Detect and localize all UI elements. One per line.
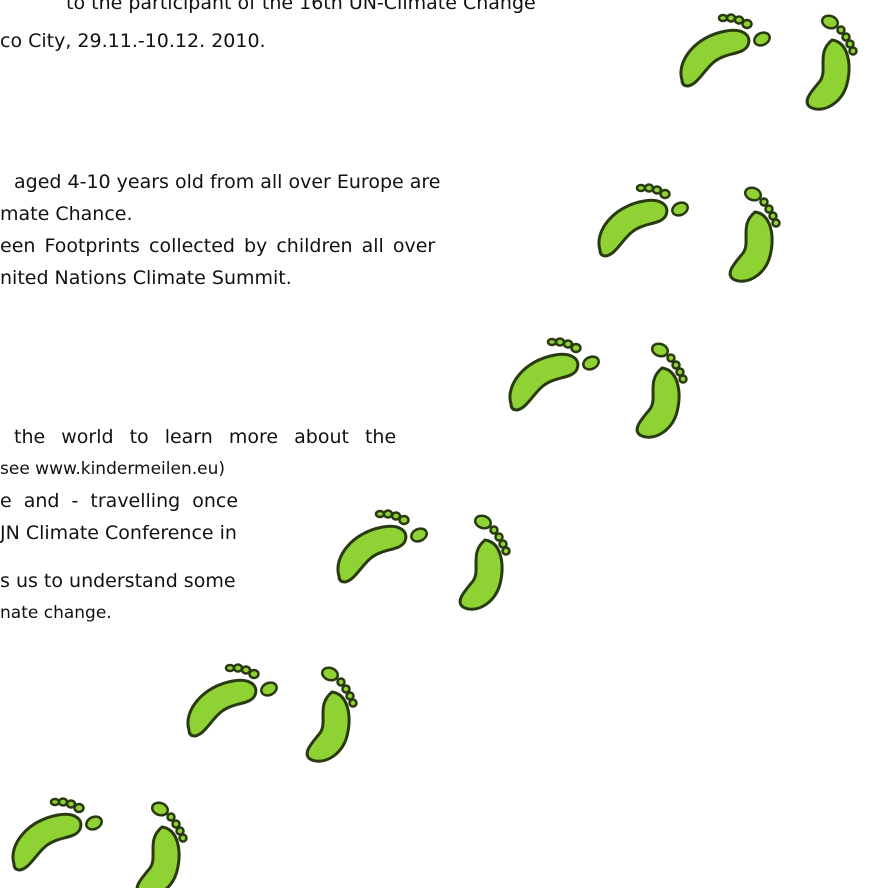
footprints — [0, 0, 871, 888]
footprint — [137, 801, 186, 888]
page: to the participant of the 16th UN-Climat… — [0, 0, 871, 888]
footprint — [730, 186, 779, 282]
footprint — [460, 514, 509, 610]
footprint — [599, 185, 690, 257]
footprint — [13, 799, 104, 871]
footprint — [188, 665, 279, 737]
footprint — [338, 511, 429, 583]
footprint — [681, 15, 772, 87]
footprint — [807, 14, 856, 110]
footprint — [510, 339, 601, 411]
footprint — [307, 666, 356, 762]
footprint — [637, 342, 686, 438]
